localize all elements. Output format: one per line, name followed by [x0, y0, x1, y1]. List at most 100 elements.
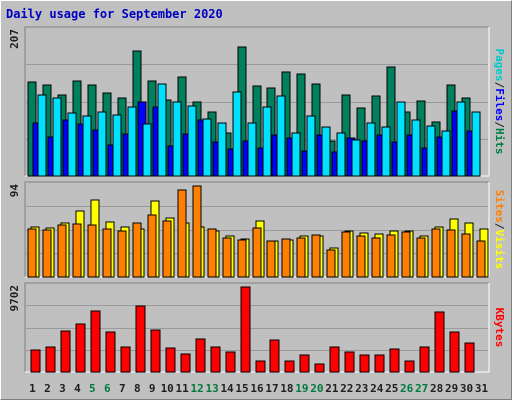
bar-pages-day-18: [291, 132, 301, 177]
bar-kbytes-day-29: [449, 331, 460, 373]
bar-pages-day-7: [127, 106, 137, 177]
bar-hits-day-25: [386, 66, 396, 177]
x-tick-day-8: 8: [134, 382, 141, 395]
bar-pages-day-26: [411, 119, 421, 177]
legend-part: /: [493, 223, 506, 230]
bar-sites-day-5: [87, 224, 97, 278]
legend-label-kbytes: KBytes: [493, 308, 506, 348]
bar-sites-day-27: [416, 237, 426, 278]
bar-sites-day-19: [296, 237, 306, 278]
bar-pages-day-22: [351, 139, 361, 177]
bar-sites-day-22: [341, 231, 351, 278]
x-tick-day-26: 26: [400, 382, 414, 395]
bar-sites-day-6: [102, 228, 112, 278]
bar-kbytes-day-2: [45, 346, 56, 373]
bar-sites-day-13: [207, 228, 217, 278]
bar-kbytes-day-15: [240, 286, 251, 373]
bar-kbytes-day-23: [359, 354, 370, 373]
legend-label-requests: Pages/Files/Hits: [493, 49, 506, 155]
bar-sites-day-31: [476, 240, 486, 278]
y-max-label: 207: [8, 29, 21, 49]
bar-kbytes-day-30: [464, 342, 475, 373]
bar-kbytes-day-25: [389, 348, 400, 373]
bar-kbytes-day-5: [90, 310, 101, 373]
plot-border-dark: [24, 282, 489, 372]
bar-sites-day-29: [446, 229, 456, 278]
bar-sites-day-10: [162, 220, 172, 278]
x-tick-day-24: 24: [370, 382, 384, 395]
bar-pages-day-8: [142, 123, 152, 177]
x-tick-day-17: 17: [265, 382, 278, 395]
bar-kbytes-day-26: [404, 360, 415, 373]
bar-sites-day-7: [117, 230, 127, 278]
bar-sites-day-17: [266, 240, 276, 278]
bar-sites-day-4: [72, 223, 82, 278]
bar-pages-day-3: [67, 112, 77, 177]
bar-kbytes-day-10: [165, 347, 176, 373]
legend-part: Files: [493, 88, 506, 121]
x-tick-day-6: 6: [104, 382, 111, 395]
bar-pages-day-28: [441, 130, 451, 177]
bar-kbytes-day-17: [269, 339, 280, 373]
bar-kbytes-day-9: [150, 329, 161, 373]
bar-sites-day-12: [192, 185, 202, 278]
bar-pages-day-1: [37, 94, 47, 177]
x-tick-day-23: 23: [355, 382, 368, 395]
x-tick-day-4: 4: [74, 382, 81, 395]
x-tick-day-21: 21: [325, 382, 339, 395]
bar-pages-day-6: [112, 114, 122, 177]
x-tick-day-13: 13: [205, 382, 218, 395]
series-kbytes: [30, 286, 475, 373]
bar-pages-day-23: [366, 122, 376, 177]
series-files: [32, 101, 476, 177]
bar-sites-day-25: [386, 234, 396, 278]
bar-pages-day-25: [396, 101, 406, 177]
bar-sites-day-9: [147, 214, 157, 278]
series-hits: [27, 46, 471, 177]
bar-pages-day-5: [97, 111, 107, 177]
legend-part: /: [493, 121, 506, 128]
x-tick-day-22: 22: [340, 382, 353, 395]
series-pages: [37, 83, 481, 177]
bar-kbytes-day-4: [75, 323, 86, 373]
bar-sites-day-8: [132, 222, 142, 278]
x-tick-day-2: 2: [44, 382, 51, 395]
legend-part: KBytes: [493, 308, 506, 348]
bar-kbytes-day-28: [434, 311, 445, 373]
x-tick-day-5: 5: [89, 382, 96, 395]
x-tick-day-27: 27: [415, 382, 428, 395]
bar-sites-day-18: [281, 238, 291, 278]
panel-visits: 94 Sites/Visits: [8, 181, 506, 278]
bar-kbytes-day-18: [284, 360, 295, 373]
bar-pages-day-30: [471, 111, 481, 177]
bar-pages-day-19: [306, 115, 316, 177]
bar-kbytes-day-11: [180, 353, 191, 373]
bar-sites-day-16: [252, 227, 262, 278]
x-tick-day-18: 18: [280, 382, 293, 395]
bar-pages-day-12: [202, 118, 212, 177]
bar-kbytes-day-12: [195, 338, 206, 373]
x-tick-day-28: 28: [430, 382, 443, 395]
bar-pages-day-2: [52, 97, 62, 177]
x-tick-day-9: 9: [149, 382, 156, 395]
x-tick-day-31: 31: [475, 382, 489, 395]
bar-pages-day-14: [232, 91, 242, 177]
bar-pages-day-11: [187, 105, 197, 177]
x-tick-day-19: 19: [295, 382, 308, 395]
bar-kbytes-day-22: [344, 351, 355, 373]
legend-label-visits: Sites/Visits: [493, 190, 506, 270]
bar-pages-day-20: [321, 126, 331, 177]
bar-sites-day-3: [57, 224, 67, 278]
bar-pages-day-29: [456, 101, 466, 177]
plot-border-dark: [24, 181, 489, 277]
x-tick-day-30: 30: [460, 382, 473, 395]
bar-kbytes-day-16: [255, 360, 266, 373]
bar-kbytes-day-13: [210, 346, 221, 373]
x-tick-day-12: 12: [191, 382, 204, 395]
series-sites: [27, 185, 486, 278]
plot-border-light: [25, 283, 490, 373]
bar-sites-day-1: [27, 228, 37, 278]
bar-pages-day-21: [336, 132, 346, 177]
bar-pages-day-13: [217, 122, 227, 177]
panel-requests: 207 Pages/Files/Hits: [8, 26, 506, 177]
